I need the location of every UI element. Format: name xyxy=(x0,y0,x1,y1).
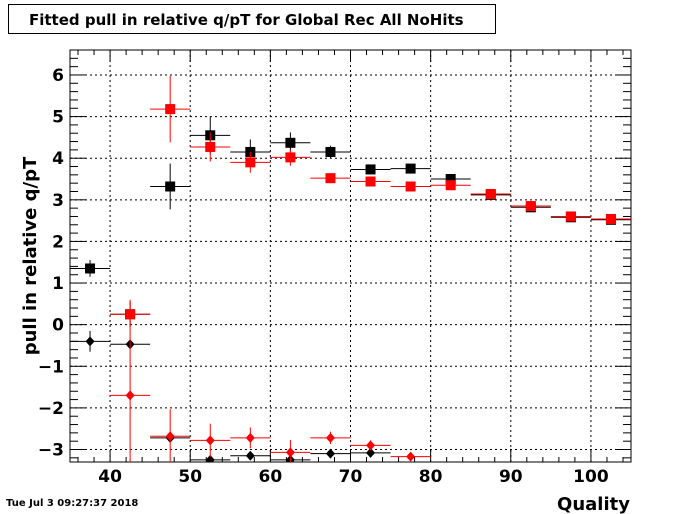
y-tick-label: 5 xyxy=(52,108,64,128)
data-point xyxy=(310,145,351,159)
x-tick-label: 100 xyxy=(573,467,609,487)
data-point xyxy=(350,164,391,175)
diamond-marker xyxy=(325,448,335,459)
data-point xyxy=(350,176,391,187)
y-tick-label: 3 xyxy=(52,191,64,211)
square-marker xyxy=(405,181,416,192)
diamond-marker xyxy=(245,450,255,461)
data-point xyxy=(70,330,111,352)
data-point xyxy=(430,180,471,191)
square-marker xyxy=(165,104,176,115)
y-tick-label: 2 xyxy=(52,232,64,252)
series-3 xyxy=(110,299,431,462)
diamond-marker xyxy=(245,432,255,443)
square-marker xyxy=(565,211,576,222)
series-2 xyxy=(70,330,391,462)
data-point xyxy=(390,163,431,174)
chart-title-box: Fitted pull in relative q/pT for Global … xyxy=(8,4,496,34)
diamond-marker xyxy=(125,390,135,401)
data-point xyxy=(270,149,311,166)
data-point xyxy=(390,181,431,192)
square-marker xyxy=(405,163,416,174)
axes: 40 50 60 70 80 90 100 −3 −2 −1 0 1 2 3 4 5 6 xyxy=(38,50,631,487)
data-points xyxy=(70,75,631,462)
data-point xyxy=(150,409,191,462)
square-marker xyxy=(165,181,176,192)
data-point xyxy=(390,451,431,462)
square-marker xyxy=(365,176,376,187)
square-marker xyxy=(245,157,256,168)
diamond-marker xyxy=(205,435,215,446)
timestamp: Tue Jul 3 09:27:37 2018 xyxy=(6,498,139,509)
data-point xyxy=(590,213,631,224)
square-marker xyxy=(445,174,456,185)
x-tick-label: 70 xyxy=(339,467,363,487)
x-tick-label: 40 xyxy=(98,467,122,487)
grid xyxy=(70,50,631,462)
diamond-marker xyxy=(366,447,376,458)
x-tick-label: 60 xyxy=(259,467,283,487)
diamond-marker xyxy=(165,431,175,442)
data-point xyxy=(70,260,111,277)
square-marker xyxy=(85,263,96,274)
square-marker xyxy=(605,213,616,224)
square-marker xyxy=(285,137,296,148)
square-marker xyxy=(205,141,216,152)
data-point xyxy=(510,201,551,212)
diamond-marker xyxy=(85,336,95,347)
data-point xyxy=(350,447,391,458)
square-marker xyxy=(525,201,536,212)
diamond-marker xyxy=(325,432,335,443)
diamond-marker xyxy=(406,451,416,462)
x-axis-title: Quality xyxy=(557,494,630,514)
y-tick-label: −2 xyxy=(38,399,64,419)
x-tick-label: 90 xyxy=(499,467,523,487)
data-point xyxy=(310,431,351,445)
square-marker xyxy=(325,146,336,157)
y-tick-label: 6 xyxy=(52,66,64,86)
data-point xyxy=(310,173,351,184)
data-point xyxy=(270,439,311,462)
data-point xyxy=(110,299,151,462)
series-1 xyxy=(110,75,631,327)
data-point xyxy=(190,132,231,162)
data-point xyxy=(150,163,191,210)
square-marker xyxy=(485,188,496,199)
y-axis-title: pull in relative q/pT xyxy=(20,156,41,355)
y-tick-label: −3 xyxy=(38,441,64,461)
square-marker xyxy=(285,152,296,163)
data-point xyxy=(230,151,271,173)
data-point xyxy=(470,188,511,199)
data-point xyxy=(190,423,231,458)
data-point xyxy=(310,448,351,459)
data-point xyxy=(230,450,271,461)
y-tick-label: 1 xyxy=(52,274,64,294)
data-point xyxy=(230,427,271,449)
data-point xyxy=(350,440,391,451)
y-tick-label: 0 xyxy=(52,316,64,336)
y-tick-label: −1 xyxy=(38,357,64,377)
square-marker xyxy=(365,164,376,175)
diamond-marker xyxy=(205,454,215,462)
data-point xyxy=(150,75,191,143)
y-tick-label: 4 xyxy=(52,149,64,169)
data-point xyxy=(190,454,231,462)
diamond-marker xyxy=(366,440,376,451)
square-marker xyxy=(445,180,456,191)
x-tick-label: 50 xyxy=(178,467,202,487)
data-point xyxy=(550,211,591,222)
diamond-marker xyxy=(285,447,295,458)
chart-title: Fitted pull in relative q/pT for Global … xyxy=(29,11,464,29)
x-tick-label: 80 xyxy=(419,467,443,487)
square-marker xyxy=(325,173,336,184)
